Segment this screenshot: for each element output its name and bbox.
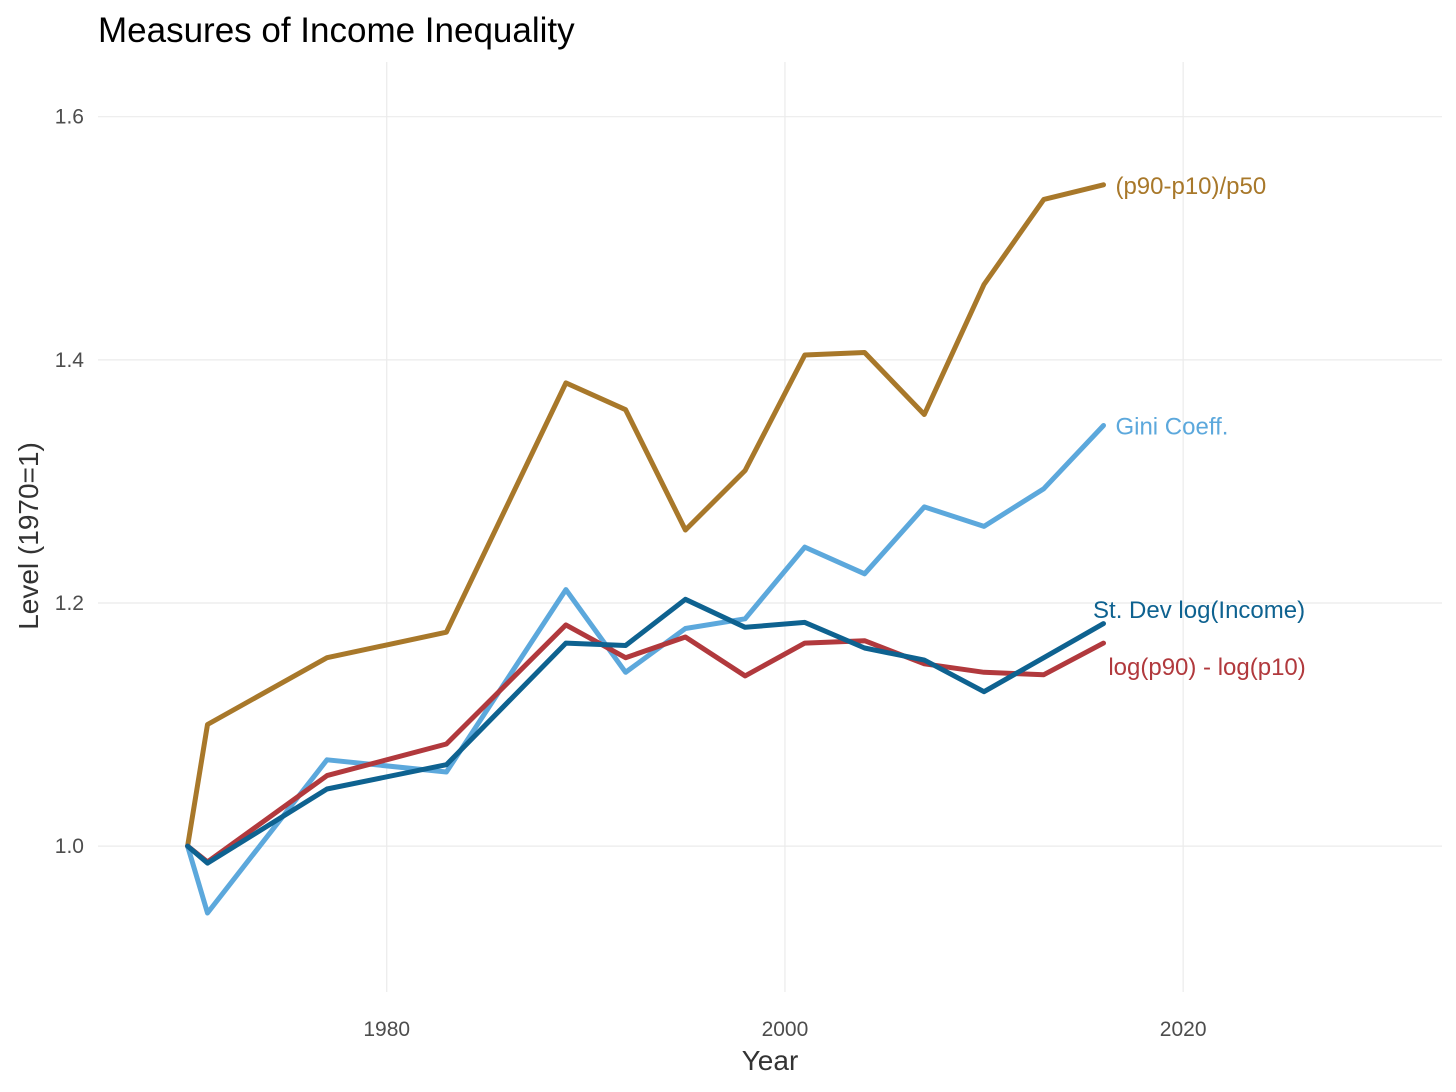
x-axis-title: Year bbox=[742, 1045, 799, 1076]
y-tick-label: 1.2 bbox=[55, 592, 84, 615]
x-tick-label: 2020 bbox=[1160, 1018, 1207, 1041]
series-label: (p90-p10)/p50 bbox=[1115, 173, 1266, 200]
series-label: log(p90) - log(p10) bbox=[1108, 654, 1305, 681]
series-line-log-p90-log-p10 bbox=[185, 622, 1106, 865]
y-tick-label: 1.0 bbox=[55, 835, 84, 858]
y-axis-title: Level (1970=1) bbox=[13, 442, 44, 630]
series-labels: (p90-p10)/p50 Gini Coeff. St. Dev log(Inco… bbox=[1093, 173, 1306, 681]
chart-title: Measures of Income Inequality bbox=[98, 11, 575, 50]
x-axis-ticks: 1980 2000 2020 bbox=[363, 1018, 1206, 1041]
x-tick-label: 2000 bbox=[762, 1018, 809, 1041]
y-tick-label: 1.6 bbox=[55, 106, 84, 129]
series-label: Gini Coeff. bbox=[1115, 413, 1228, 440]
series-line-st-dev-log-income bbox=[185, 596, 1106, 866]
y-tick-label: 1.4 bbox=[55, 349, 85, 372]
series-line-p90-p10-p50 bbox=[185, 182, 1106, 849]
series-label: St. Dev log(Income) bbox=[1093, 597, 1305, 624]
y-axis-ticks: 1.0 1.2 1.4 1.6 bbox=[55, 106, 85, 858]
series-line-gini-coeff bbox=[185, 423, 1106, 916]
grid bbox=[98, 62, 1442, 992]
x-tick-label: 1980 bbox=[363, 1018, 410, 1041]
series-lines bbox=[185, 182, 1106, 916]
